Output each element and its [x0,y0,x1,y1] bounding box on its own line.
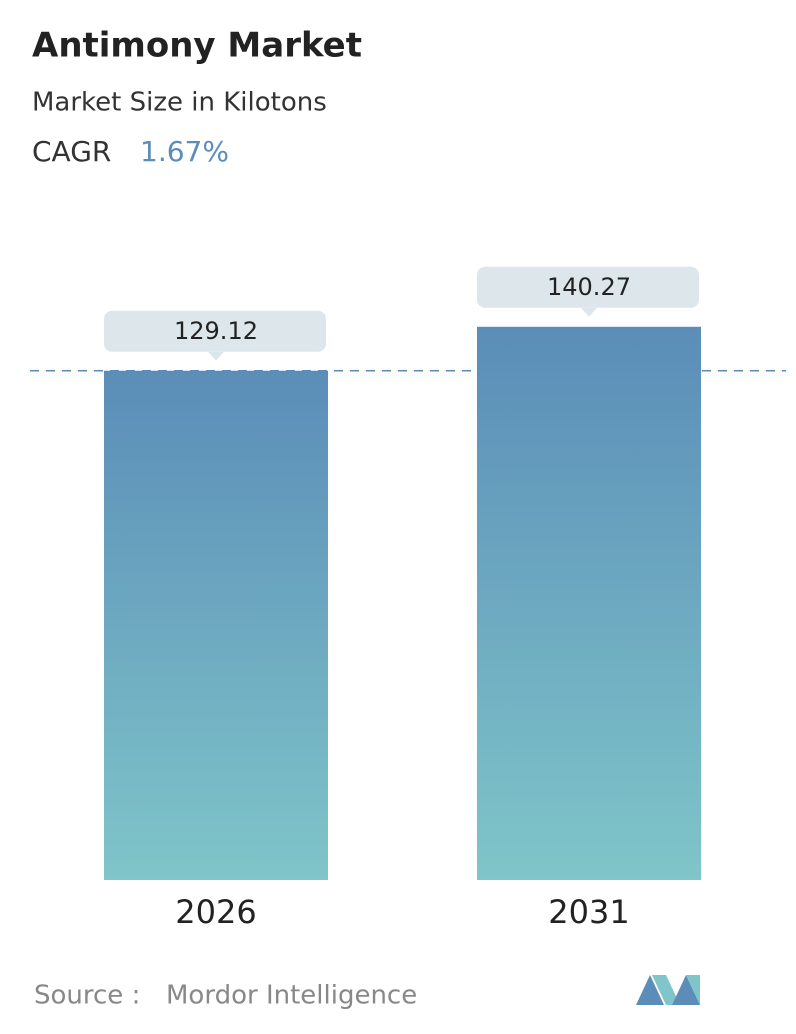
value-label: 129.12 [174,317,258,345]
value-label-box [477,266,699,308]
x-tick-label: 2031 [548,893,629,931]
logo [636,975,700,1005]
x-tick-label: 2026 [175,893,256,931]
value-label-pointer [581,307,597,317]
value-label-box [104,310,326,352]
bar [104,370,328,880]
cagr-label: CAGR [32,135,111,168]
source-value: Mordor Intelligence [166,981,417,1011]
cagr-value: 1.67% [140,135,229,168]
value-label: 140.27 [547,273,631,301]
chart-title: Antimony Market [32,26,362,66]
value-label-pointer [208,351,224,361]
chart-subtitle: Market Size in Kilotons [32,88,327,118]
bar [477,326,701,880]
source-label: Source : [34,981,140,1011]
